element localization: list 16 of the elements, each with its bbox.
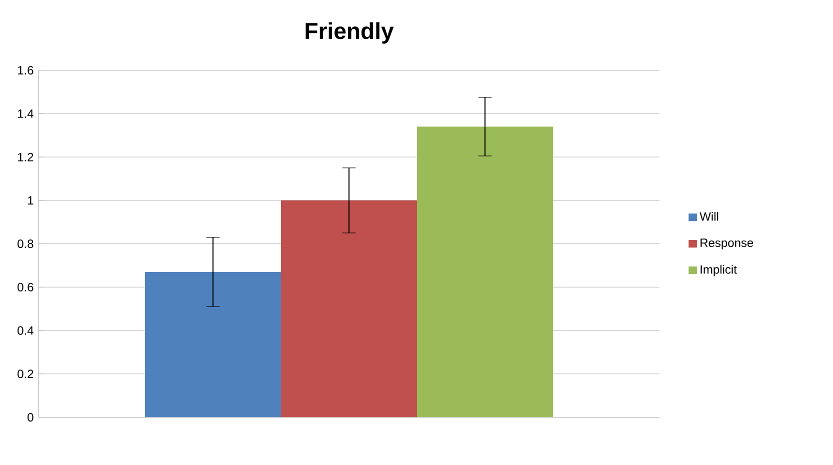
y-tick-label: 1 <box>28 196 34 205</box>
bar <box>145 272 281 418</box>
y-tick-label: 1.6 <box>18 66 34 75</box>
y-tick-label: 0.4 <box>18 326 34 335</box>
bar <box>417 126 553 418</box>
chart-title: Friendly <box>306 22 394 44</box>
y-tick-label: 1.2 <box>18 152 34 162</box>
y-tick-label: 0.8 <box>18 240 34 248</box>
y-tick-label: 0.2 <box>18 370 34 378</box>
y-tick-label: 0.6 <box>18 282 34 292</box>
legend-label: Will <box>700 212 718 221</box>
bar <box>281 200 418 418</box>
y-tick-label: 0 <box>28 413 34 422</box>
y-tick-label: 1.4 <box>18 110 34 118</box>
legend-label: Response <box>700 238 754 250</box>
legend-label: Implicit <box>700 264 737 276</box>
